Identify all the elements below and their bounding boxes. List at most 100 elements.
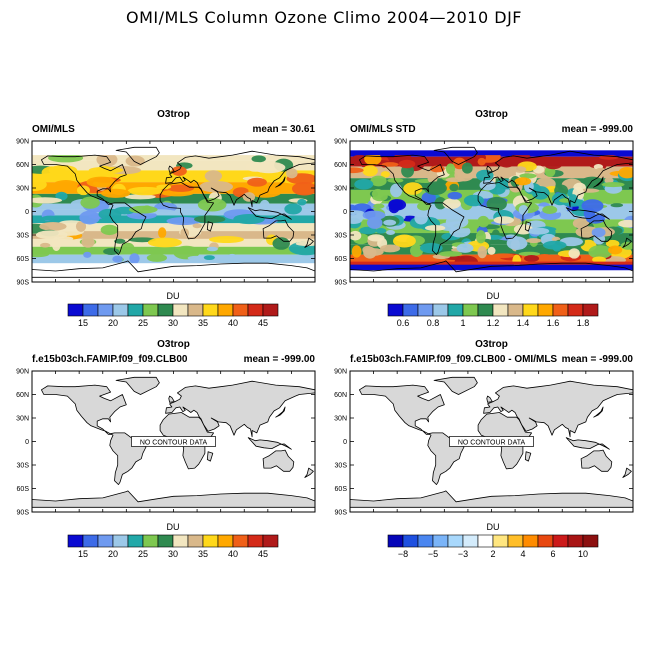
contour-patch xyxy=(445,163,456,175)
lat-tick-label: 60N xyxy=(334,162,347,169)
colorbar-swatch xyxy=(247,534,264,548)
contour-patch xyxy=(463,194,485,207)
colorbar-swatch xyxy=(552,303,569,317)
colorbar-swatch xyxy=(432,303,449,317)
contour-patch xyxy=(242,192,256,202)
contour-patch xyxy=(126,211,157,220)
colorbar-swatch xyxy=(127,534,144,548)
lat-tick-label: 30N xyxy=(334,186,347,193)
continent-australia xyxy=(262,219,295,242)
panel-title: O3trop xyxy=(475,109,508,120)
continent-japan xyxy=(275,176,286,188)
map-area xyxy=(350,141,633,282)
colorbar-swatch xyxy=(522,303,539,317)
contour-patch xyxy=(171,166,187,176)
contour-band xyxy=(32,231,315,239)
contour-patch xyxy=(518,251,541,257)
contour-patch xyxy=(35,230,68,240)
panel-title: O3trop xyxy=(157,339,190,350)
contour-band xyxy=(32,246,315,255)
colorbar-4: DU −8 −5 −3 2 4 6 10 xyxy=(387,522,599,559)
contour-patch xyxy=(199,180,234,193)
contour-patch xyxy=(248,184,283,198)
contour-patch xyxy=(392,234,416,248)
colorbar-3: DU 15 20 25 30 35 40 45 xyxy=(67,522,279,559)
contour-patch xyxy=(601,182,625,188)
contour-patch xyxy=(592,256,607,263)
map-area xyxy=(32,141,315,282)
colorbar-swatch xyxy=(112,534,129,548)
colorbar-swatch xyxy=(537,303,554,317)
contour-patch xyxy=(536,254,553,261)
lat-tick-label: 90N xyxy=(334,139,347,146)
contour-patch xyxy=(398,159,416,169)
continent-eurasia xyxy=(483,150,633,208)
lat-tick-label: 60S xyxy=(17,256,30,263)
colorbar-swatch xyxy=(402,534,419,548)
contour-patch xyxy=(410,244,424,257)
colorbar-swatch xyxy=(402,303,419,317)
colorbar-label: 35 xyxy=(198,549,208,559)
contour-patch xyxy=(291,181,315,196)
contour-band xyxy=(32,170,315,183)
contour-patch xyxy=(100,224,119,236)
contour-patch xyxy=(362,210,386,220)
continent-australia xyxy=(580,219,613,242)
colorbar-label: 30 xyxy=(168,318,178,328)
contour-patch xyxy=(129,253,140,264)
panel-mean-label: mean = -999.00 xyxy=(562,354,634,365)
contour-patch xyxy=(350,230,362,241)
colorbar-2: DU 0.6 0.8 1 1.2 1.4 1.6 1.8 xyxy=(387,291,599,328)
colorbar-swatch xyxy=(567,303,584,317)
contour-patch xyxy=(542,205,558,214)
contour-patch xyxy=(114,238,126,244)
contour-patch xyxy=(147,237,182,248)
colorbar-swatch xyxy=(387,303,404,317)
contour-patch xyxy=(447,191,463,200)
continent-new-zealand xyxy=(622,467,632,478)
colorbar-label: 1 xyxy=(460,318,465,328)
contour-patch xyxy=(388,199,403,211)
colorbar-label: 30 xyxy=(168,549,178,559)
lat-tick-label: 90S xyxy=(17,280,30,287)
colorbar-label: 40 xyxy=(228,549,238,559)
colorbar-swatch xyxy=(507,303,524,317)
contour-patch xyxy=(421,192,436,204)
contour-patch xyxy=(403,182,423,195)
colorbar-swatch xyxy=(112,303,129,317)
contour-patch xyxy=(461,162,473,174)
missing-band xyxy=(32,141,315,156)
lat-tick-label: 90S xyxy=(335,280,348,287)
continent-greenland xyxy=(115,146,160,165)
colorbar-swatch xyxy=(232,303,249,317)
lat-tick-label: 60S xyxy=(335,486,348,493)
continent-north-america xyxy=(358,154,445,205)
colorbar-units: DU xyxy=(487,522,500,532)
lat-tick-label: 60N xyxy=(16,392,29,399)
continent-britain xyxy=(168,165,175,173)
missing-band xyxy=(350,141,633,151)
continent-australia xyxy=(262,449,295,472)
contour-patch xyxy=(51,237,61,252)
colorbar-swatch xyxy=(127,303,144,317)
contour-patch xyxy=(542,240,567,250)
colorbar-swatch xyxy=(537,534,554,548)
contour-patch xyxy=(81,236,95,248)
contour-patch xyxy=(127,186,164,196)
lat-tick-label: 0 xyxy=(25,439,29,446)
contour-patch xyxy=(618,219,633,228)
panel-mean-label: mean = -999.00 xyxy=(244,354,316,365)
contour-patch xyxy=(491,253,515,259)
contour-patch xyxy=(439,251,463,257)
colorbar-swatch xyxy=(262,534,279,548)
map-panel-1: O3trop OMI/MLS mean = 30.61 90N 60N 30N 0 30S 60… xyxy=(16,109,316,287)
no-data-label: NO CONTOUR DATA xyxy=(458,440,526,447)
lat-tick-label: 90S xyxy=(335,510,348,517)
continent-south-america xyxy=(109,202,147,256)
colorbar-swatch xyxy=(247,303,264,317)
colorbar-swatch xyxy=(522,534,539,548)
colorbar-units: DU xyxy=(167,291,180,301)
contour-patch xyxy=(390,183,403,198)
contour-patch xyxy=(40,242,51,248)
map-panel-2: O3trop OMI/MLS STD mean = -999.00 90N 60N 30N… xyxy=(334,109,634,287)
